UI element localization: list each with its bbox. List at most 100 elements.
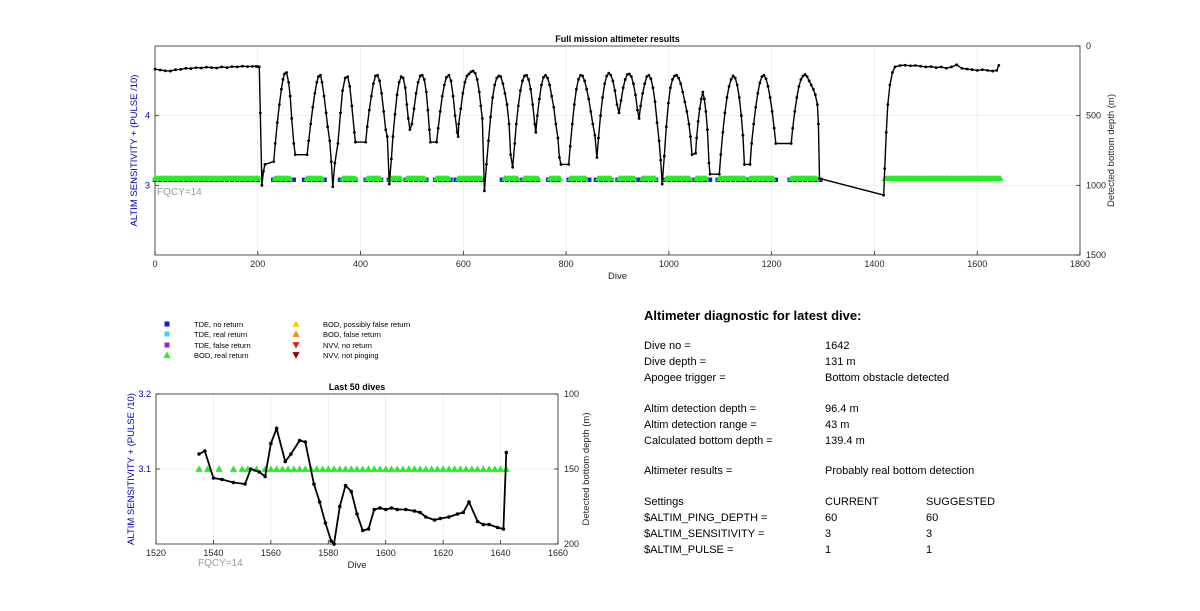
bottom-depth-point [544, 73, 547, 77]
diagnostic-label: Altim detection range = [644, 419, 757, 431]
bottom-depth-point [960, 66, 964, 70]
bottom-depth-point [681, 90, 685, 94]
bottom-depth-point [285, 71, 288, 74]
bottom-depth-point [280, 87, 283, 91]
bod-marker [514, 175, 521, 181]
bottom-depth-point [774, 142, 778, 145]
bottom-depth-point [970, 68, 974, 72]
tde-marker [707, 177, 713, 182]
bottom-depth-point [487, 522, 491, 527]
diagnostic-value: CURRENT [825, 496, 879, 508]
bottom-depth-point [888, 83, 892, 87]
bottom-depth-point [660, 182, 664, 186]
bottom-depth-point [453, 114, 457, 118]
x-axis-label: Dive [608, 271, 627, 282]
bottom-depth-point [659, 158, 663, 162]
bottom-depth-point [699, 97, 703, 101]
bottom-depth-point [995, 68, 999, 72]
bottom-depth-point [617, 111, 621, 115]
x-tick-label: 0 [152, 259, 157, 269]
bod-marker [364, 465, 373, 472]
bottom-depth-point [211, 476, 216, 480]
bottom-depth-point [313, 91, 317, 95]
bottom-depth-point [262, 170, 265, 173]
bottom-depth-point [189, 67, 193, 70]
bottom-depth-point [341, 89, 344, 92]
bod-marker [451, 465, 459, 472]
bod-marker [439, 465, 447, 472]
tde-marker [773, 177, 778, 182]
bottom-depth-point [636, 108, 639, 112]
bod-marker [324, 465, 332, 472]
bottom-depth-point [422, 78, 426, 81]
bottom-depth-point [601, 96, 604, 99]
bottom-depth-point [283, 72, 286, 76]
bottom-depth-point [447, 73, 451, 77]
bottom-depth-point [570, 122, 574, 126]
bottom-depth-point [440, 94, 444, 98]
bottom-depth-point [467, 72, 471, 76]
bottom-depth-point [457, 122, 461, 126]
bottom-depth-point [662, 154, 666, 158]
bottom-depth-point [597, 136, 600, 140]
bottom-depth-point [288, 94, 292, 98]
bottom-depth-point [514, 122, 518, 126]
bottom-depth-point [225, 66, 229, 69]
bottom-depth-point [231, 480, 236, 485]
bottom-depth-point [199, 66, 203, 70]
bod-marker [295, 465, 304, 472]
bottom-depth-point [595, 156, 599, 159]
bottom-depth-point [456, 135, 460, 138]
diagnostic-value: Probably real bottom detection [825, 465, 975, 477]
bottom-depth-point [760, 75, 764, 79]
bottom-depth-point [432, 518, 437, 522]
bod-marker [204, 465, 212, 472]
bottom-depth-point [752, 122, 756, 126]
bottom-depth-point [163, 69, 167, 73]
bod-marker [347, 465, 355, 472]
bottom-depth-point [748, 163, 752, 166]
tde-marker [635, 177, 641, 182]
diagnostic-value: 1642 [825, 340, 850, 352]
bottom-depth-point [739, 114, 743, 118]
bottom-depth-point [459, 107, 463, 111]
bottom-depth-point [666, 101, 670, 105]
bottom-depth-point [914, 64, 917, 67]
bottom-depth-point [479, 104, 483, 108]
bottom-depth-point [455, 512, 460, 516]
bottom-depth-point [210, 66, 213, 69]
bottom-depth-point [275, 121, 279, 125]
legend-label: TDE, false return [194, 341, 251, 350]
bottom-depth-point [559, 163, 563, 166]
bottom-depth-point [743, 163, 746, 166]
bod-marker [393, 465, 401, 472]
bottom-depth-point [428, 128, 431, 132]
bottom-depth-point [489, 115, 492, 119]
diagnostic-label: Altimeter results = [644, 465, 733, 477]
bottom-depth-point [554, 122, 558, 126]
bod-marker [229, 465, 238, 472]
bod-marker [405, 465, 413, 472]
bottom-depth-point [701, 90, 705, 94]
x-tick-label: 1560 [261, 548, 281, 558]
bottom-depth-point [611, 79, 615, 83]
bottom-depth-point [645, 75, 649, 79]
bottom-depth-point [418, 510, 422, 515]
bottom-depth-point [179, 68, 183, 71]
diagnostic-label: Dive no = [644, 340, 691, 352]
bottom-depth-point [669, 86, 672, 90]
bottom-depth-point [811, 87, 815, 91]
bottom-depth-point [289, 452, 293, 456]
bod-marker [686, 175, 693, 181]
bottom-depth-point [495, 525, 500, 530]
bottom-depth-point [613, 89, 617, 92]
bod-marker [255, 175, 263, 181]
bottom-depth-point [809, 83, 813, 87]
bottom-depth-point [694, 151, 698, 155]
bottom-depth-point [683, 100, 687, 104]
bod-marker [376, 465, 384, 472]
bod-marker [741, 175, 749, 181]
bottom-depth-point [481, 522, 486, 527]
bottom-depth-point [816, 103, 819, 106]
diagnostic-value: 43 m [825, 419, 850, 431]
